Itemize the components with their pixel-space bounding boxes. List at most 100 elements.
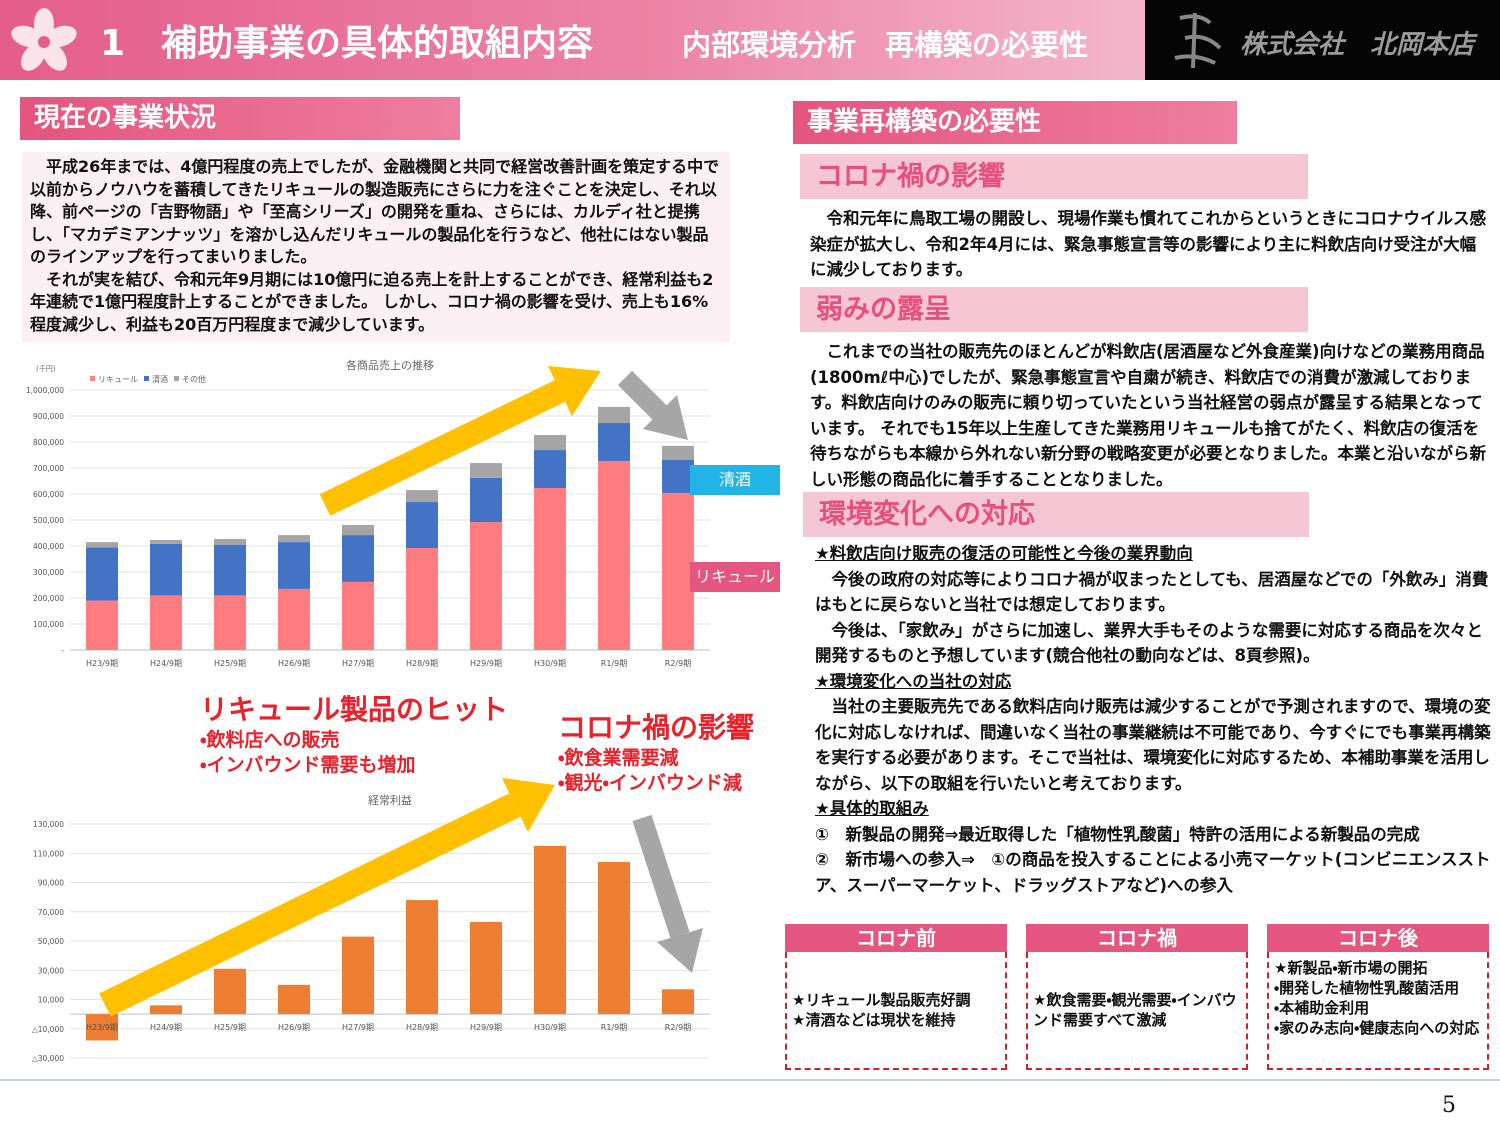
x-tick-label: H23/9期: [86, 659, 118, 668]
x-tick-label: H23/9期: [86, 1023, 118, 1032]
list-item: ① 新製品の開発⇒最近取得した「植物性乳酸菌」特許の活用による新製品の完成: [815, 824, 1420, 844]
phase-title: コロナ禍: [1026, 924, 1248, 952]
x-tick-label: R1/9期: [601, 1023, 627, 1032]
bar-segment: [534, 488, 566, 650]
block-title: ★環境変化への当社の対応: [815, 671, 1012, 691]
bar: [470, 921, 502, 1015]
phase-item: ★リキュール製品販売好調: [792, 991, 971, 1009]
bar-segment: [342, 581, 374, 650]
profit-chart: 経常利益 △30,000 △10,000 10,000 30,000 50,000 70,0…: [32, 793, 710, 1063]
chart-title: 各商品売上の推移: [346, 358, 434, 372]
bar-segment: [662, 445, 694, 460]
footer-rule: [0, 1079, 1500, 1081]
bar-segment: [534, 434, 566, 451]
y-tick-label: 1,000,000: [26, 386, 64, 395]
paragraph: 令和元年に鳥取工場の開設し、現場作業も慣れてこれからというときにコロナウイルス感…: [810, 209, 1487, 279]
block-title: ★料飲店向け販売の復活の可能性と今後の業界動向: [815, 544, 1193, 563]
x-tick-label: H27/9期: [342, 659, 374, 668]
flower-icon: [11, 8, 77, 71]
phase-title: コロナ前: [785, 924, 1007, 952]
y-tick-label: -: [61, 646, 64, 655]
paragraph: それが実を結び、令和元年9月期には10億円に迫る売上を計上することができ、経常利…: [30, 269, 714, 334]
text-block: これまでの当社の販売先のほとんどが料飲店(居酒屋など外食産業)向けなどの業務用商…: [810, 339, 1490, 492]
bar: [86, 1014, 118, 1041]
y-tick-label: 130,000: [33, 820, 64, 829]
x-tick-label: H28/9期: [406, 659, 438, 668]
callout-item: ・飲食業需要減: [558, 747, 679, 769]
sub-heading: 弱みの露呈: [800, 287, 1308, 332]
y-axis-label: (千円): [36, 364, 56, 373]
bar: [598, 862, 630, 1015]
phase-body: ★リキュール製品販売好調 ★清酒などは現状を維持: [785, 952, 1007, 1070]
bar-segment: [150, 595, 182, 650]
text-block: 令和元年に鳥取工場の開設し、現場作業も慣れてこれからというときにコロナウイルス感…: [810, 206, 1490, 283]
y-tick-label: 110,000: [33, 849, 64, 858]
series-callout: リキュール: [690, 562, 780, 592]
phase-item: ・本補助金利用: [1274, 999, 1370, 1017]
phase-body: ★飲食需要・観光需要・インバウンド需要すべて激減: [1026, 952, 1248, 1070]
bar-segment: [534, 450, 566, 489]
x-tick-label: H28/9期: [406, 1023, 438, 1032]
bar-segment: [342, 535, 374, 582]
bar-segment: [150, 540, 182, 544]
bar: [662, 989, 694, 1015]
y-tick-label: △30,000: [32, 1054, 64, 1063]
y-tick-label: 800,000: [33, 438, 64, 447]
callout-item: ・観光・インバウンド減: [558, 772, 742, 794]
y-tick-label: 70,000: [38, 908, 64, 917]
bar-segment: [150, 543, 182, 596]
callout-title: リキュール製品のヒット: [200, 693, 509, 726]
callout-item: ・インバウンド需要も増加: [200, 754, 416, 776]
sub-heading: コロナ禍の影響: [800, 154, 1308, 199]
x-tick-label: H25/9期: [214, 1023, 246, 1032]
sales-chart: 各商品売上の推移 (千円) - 100,000 200,000 300,000 400,00…: [26, 358, 710, 668]
text-box: 平成26年までは、4億円程度の売上でしたが、金融機関と共同で経営改善計画を策定す…: [22, 152, 730, 342]
y-tick-label: 300,000: [33, 568, 64, 577]
x-tick-label: H30/9期: [534, 1023, 566, 1032]
bar-segment: [406, 490, 438, 503]
legend-label: 清酒: [152, 374, 168, 384]
callout: コロナ禍の影響 ・飲食業需要減 ・観光・インバウンド減: [558, 706, 754, 796]
legend-label: リキュール: [98, 375, 138, 384]
x-tick-label: R2/9期: [665, 659, 691, 668]
page-number: 5: [1442, 1093, 1456, 1118]
bar-segment: [214, 595, 246, 650]
bar-segment: [470, 463, 502, 478]
x-tick-label: H24/9期: [150, 1023, 182, 1032]
paragraph: これまでの当社の販売先のほとんどが料飲店(居酒屋など外食産業)向けなどの業務用商…: [810, 342, 1487, 489]
y-tick-label: 500,000: [33, 516, 64, 525]
callout: リキュール製品のヒット ・飲料店への販売 ・インバウンド需要も増加: [200, 688, 508, 778]
y-tick-label: 400,000: [33, 542, 64, 551]
x-tick-label: R1/9期: [601, 659, 627, 668]
phase-item: ・開発した植物性乳酸菌活用: [1274, 979, 1460, 997]
block-title: ★具体的取組み: [815, 799, 929, 818]
bar: [342, 936, 374, 1015]
paragraph: 今後の政府の対応等によりコロナ禍が収まったとしても、居酒屋などでの「外飲み」消費…: [815, 569, 1489, 615]
y-tick-label: 600,000: [33, 490, 64, 499]
bar: [406, 900, 438, 1015]
bar-segment: [406, 548, 438, 650]
paragraph: 平成26年までは、4億円程度の売上でしたが、金融機関と共同で経営改善計画を策定す…: [30, 157, 720, 266]
legend-label: その他: [182, 374, 206, 384]
page-subtitle: 内部環境分析 再構築の必要性: [682, 28, 1089, 62]
phase-body: ★新製品・新市場の開拓 ・開発した植物性乳酸菌活用 ・本補助金利用 ・家のみ志向…: [1267, 952, 1489, 1070]
bar-segment: [86, 547, 118, 601]
bar-segment: [214, 544, 246, 596]
y-tick-label: 900,000: [33, 412, 64, 421]
x-tick-label: H24/9期: [150, 659, 182, 668]
y-tick-label: 700,000: [33, 464, 64, 473]
bar-segment: [662, 492, 694, 650]
bar: [278, 984, 310, 1015]
paragraph: 当社の主要販売先である飲料店向け販売は減少することがで予測されますので、環境の変…: [815, 697, 1491, 793]
legend-swatch: [174, 376, 179, 381]
bar-segment: [214, 538, 246, 545]
bar: [150, 1005, 182, 1015]
chart-title: 経常利益: [368, 793, 412, 807]
phase-item: ★新製品・新市場の開拓: [1274, 959, 1428, 977]
page-title: 1 補助事業の具体的取組内容: [100, 23, 594, 64]
x-tick-label: R2/9期: [665, 1023, 691, 1032]
series-callout: 清酒: [690, 465, 780, 495]
y-tick-label: 10,000: [38, 996, 64, 1005]
phase-item: ★清酒などは現状を維持: [792, 1011, 956, 1029]
